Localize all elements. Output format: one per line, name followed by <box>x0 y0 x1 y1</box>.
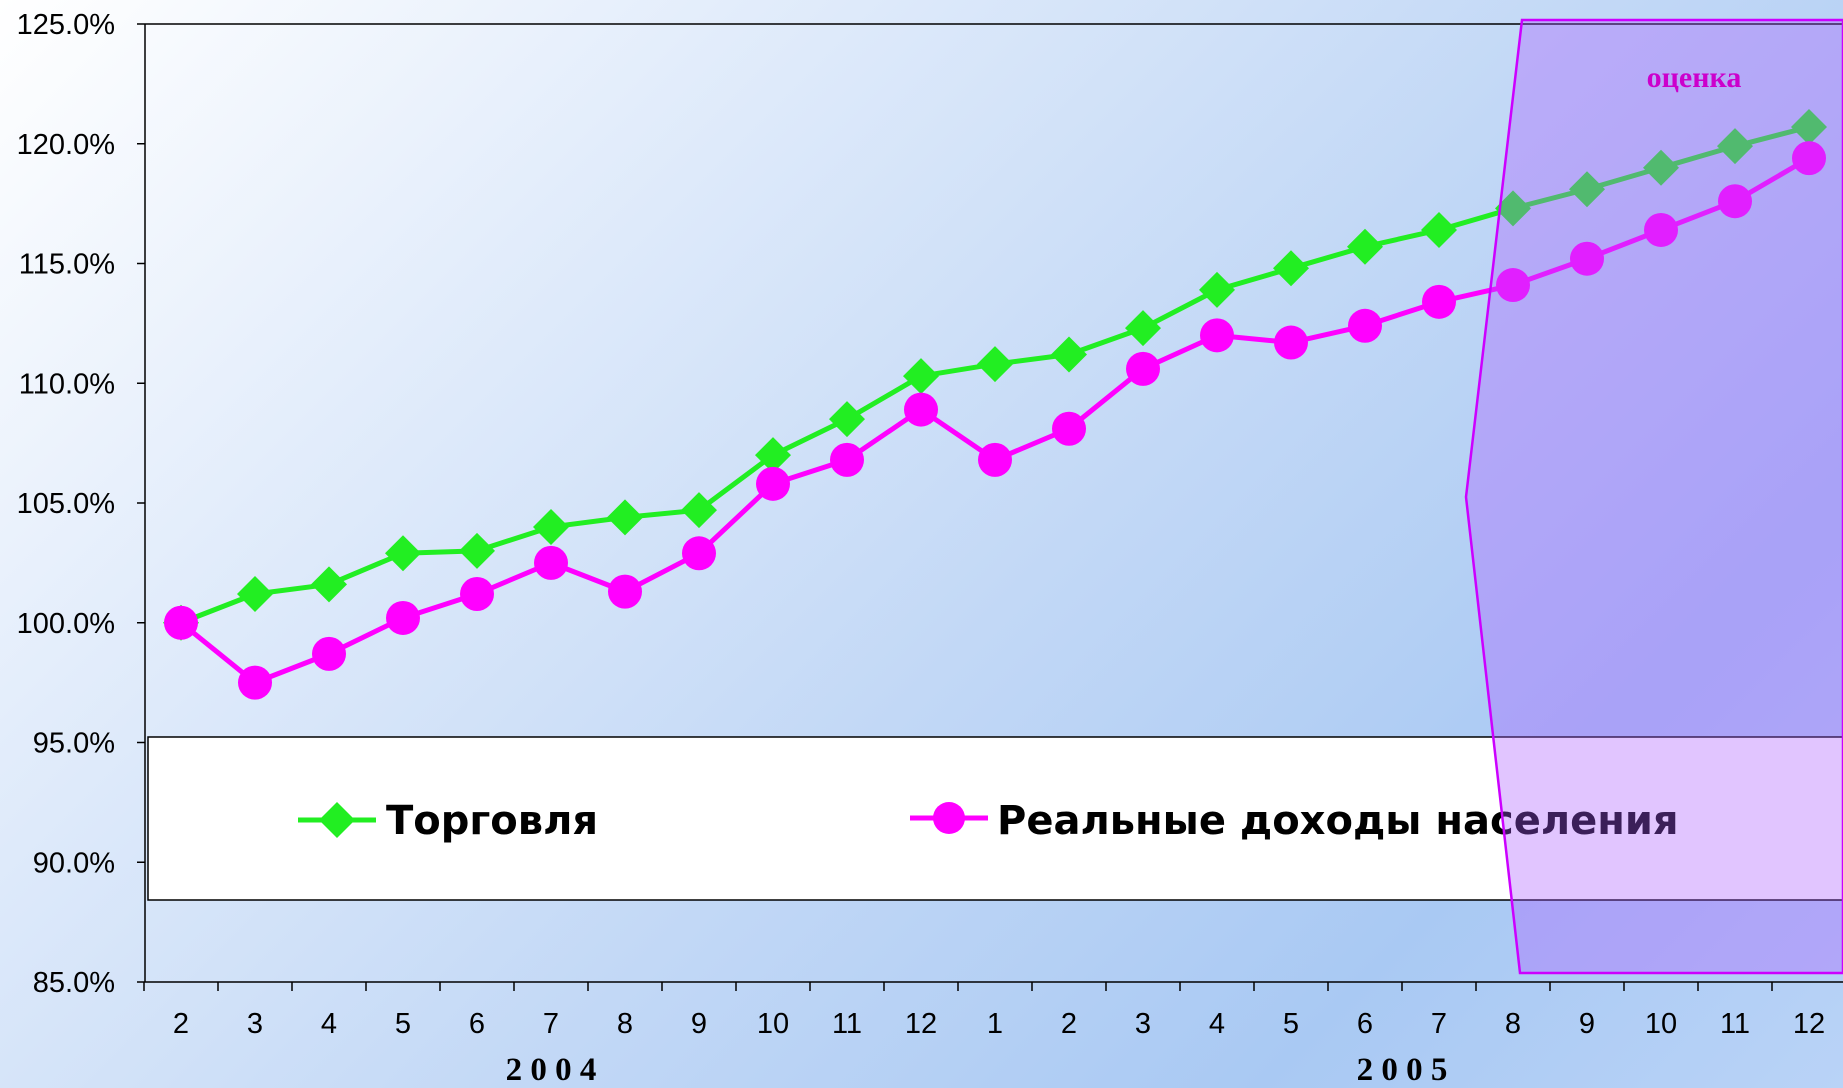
legend-label-trade: Торговля <box>386 798 598 844</box>
data-point <box>607 499 643 536</box>
estimate-label: оценка <box>1647 61 1742 94</box>
x-tick-label: 5 <box>395 1008 411 1040</box>
y-tick-label: 95.0% <box>33 728 115 760</box>
y-tick-label: 120.0% <box>17 129 115 161</box>
x-tick-label: 6 <box>1357 1008 1373 1040</box>
x-tick-label: 3 <box>1135 1008 1151 1040</box>
data-point <box>1273 250 1309 287</box>
x-tick-label: 10 <box>757 1008 789 1040</box>
y-tick-label: 105.0% <box>17 488 115 520</box>
x-tick-label: 9 <box>1579 1008 1595 1040</box>
x-tick-label: 3 <box>247 1008 263 1040</box>
x-tick-label: 1 <box>987 1008 1003 1040</box>
x-tick-label: 2 <box>1061 1008 1077 1040</box>
estimate-region: оценка <box>1464 18 1843 975</box>
x-tick-label: 6 <box>469 1008 485 1040</box>
data-point <box>1052 411 1086 446</box>
legend-item-income: Реальные доходы населения <box>910 798 1679 844</box>
x-tick-label: 7 <box>1431 1008 1447 1040</box>
legend-label-income: Реальные доходы населения <box>997 798 1679 844</box>
data-point <box>1274 325 1308 360</box>
data-point <box>1570 241 1604 276</box>
estimate-region-shape <box>1464 18 1843 975</box>
data-point <box>1569 171 1605 208</box>
x-tick-label: 10 <box>1645 1008 1677 1040</box>
data-point <box>1718 184 1752 219</box>
data-point <box>1421 211 1457 248</box>
data-point <box>238 665 272 700</box>
data-point <box>904 392 938 427</box>
x-tick-label: 5 <box>1283 1008 1299 1040</box>
series-income <box>164 141 1826 700</box>
data-point <box>533 508 569 545</box>
data-point <box>164 605 198 640</box>
data-point <box>1199 271 1235 308</box>
data-point <box>978 442 1012 477</box>
y-axis: 125.0% 120.0% 115.0% 110.0% 105.0% 100.0% 95.0… <box>17 9 145 999</box>
y-tick-label: 125.0% <box>17 9 115 41</box>
data-point <box>1200 318 1234 353</box>
y-tick-label: 90.0% <box>33 847 115 879</box>
data-point <box>682 536 716 571</box>
data-point <box>1051 336 1087 373</box>
data-point <box>1717 128 1753 165</box>
data-point <box>756 466 790 501</box>
x-tick-label: 2 <box>173 1008 189 1040</box>
x-tick-label: 4 <box>1209 1008 1225 1040</box>
legend: Торговля Реальные доходы населения <box>147 736 1843 901</box>
data-point <box>1126 351 1160 386</box>
data-point <box>829 401 865 438</box>
data-point <box>681 492 717 529</box>
data-point <box>386 600 420 635</box>
x-tick-label: 4 <box>321 1008 337 1040</box>
year-label: 2 0 0 4 <box>506 1052 597 1088</box>
x-tick-label: 8 <box>617 1008 633 1040</box>
data-point <box>312 636 346 671</box>
data-point <box>1347 228 1383 265</box>
data-point <box>460 577 494 612</box>
data-point <box>385 535 421 572</box>
data-point <box>903 358 939 395</box>
data-point <box>1644 212 1678 247</box>
series-trade <box>163 108 1827 641</box>
series <box>163 108 1827 700</box>
x-tick-label: 9 <box>691 1008 707 1040</box>
data-point <box>1792 141 1826 176</box>
y-tick-label: 85.0% <box>33 967 115 999</box>
y-tick-label: 110.0% <box>19 368 115 400</box>
x-tick-label: 7 <box>543 1008 559 1040</box>
data-point <box>311 566 347 603</box>
x-tick-label: 11 <box>832 1008 862 1040</box>
data-point <box>977 346 1013 383</box>
data-point <box>1495 190 1531 227</box>
data-point <box>1348 308 1382 343</box>
y-tick-label: 115.0% <box>19 249 115 281</box>
data-point <box>755 437 791 474</box>
x-tick-label: 12 <box>1793 1008 1825 1040</box>
data-point <box>534 545 568 580</box>
legend-item-trade: Торговля <box>298 798 598 844</box>
data-point <box>237 576 273 613</box>
data-point <box>459 532 495 569</box>
data-point <box>1791 108 1827 145</box>
y-tick-label: 100.0% <box>17 608 115 640</box>
data-point <box>1496 268 1530 303</box>
data-point <box>1643 149 1679 186</box>
data-point <box>1422 284 1456 319</box>
x-tick-label: 11 <box>1720 1008 1750 1040</box>
data-point <box>608 574 642 609</box>
year-label: 2 0 0 5 <box>1357 1052 1448 1088</box>
x-tick-label: 12 <box>905 1008 937 1040</box>
data-point <box>1125 310 1161 347</box>
x-tick-label: 8 <box>1505 1008 1521 1040</box>
data-point <box>830 442 864 477</box>
